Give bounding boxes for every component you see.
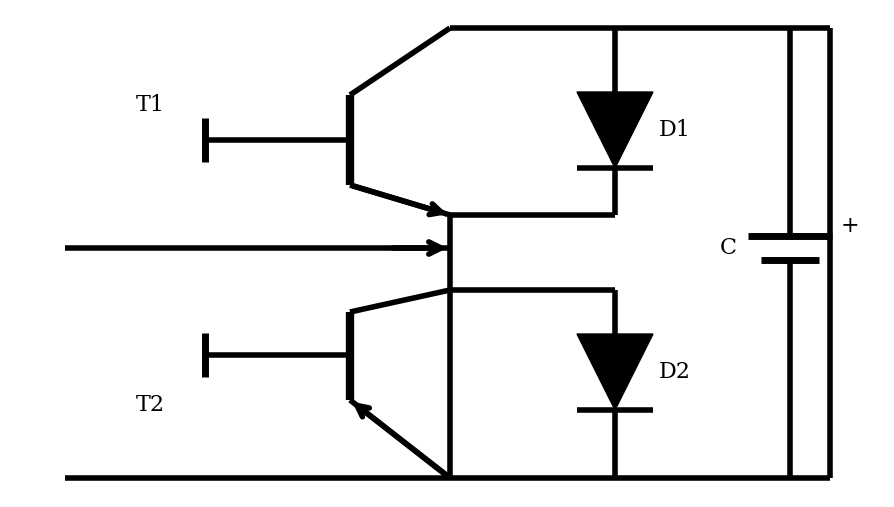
Text: D1: D1 (658, 119, 690, 141)
Text: T1: T1 (135, 94, 164, 116)
Text: +: + (839, 215, 858, 237)
Text: T2: T2 (135, 394, 164, 416)
Polygon shape (577, 334, 653, 410)
Text: C: C (719, 237, 736, 259)
Polygon shape (577, 92, 653, 168)
Text: D2: D2 (658, 361, 690, 383)
